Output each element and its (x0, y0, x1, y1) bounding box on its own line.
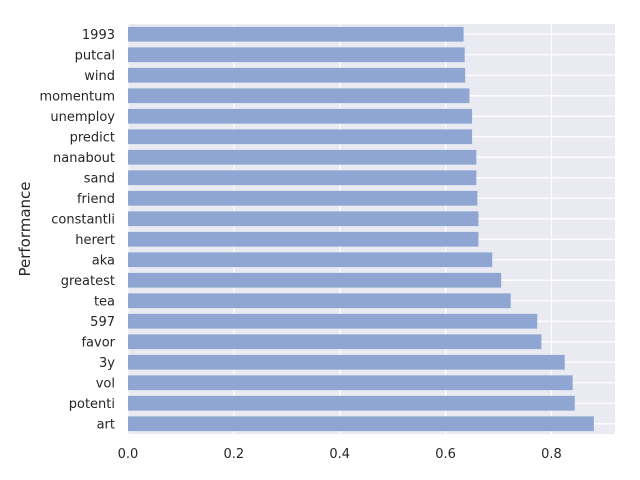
bar-potenti (128, 395, 575, 411)
y-axis-label: Performance (16, 181, 34, 276)
y-tick-label: tea (94, 294, 115, 309)
bars (128, 26, 594, 432)
y-tick-label: art (97, 417, 115, 432)
bar-momentum (128, 88, 470, 104)
y-tick-label: herert (75, 233, 115, 248)
y-tick-labels: art potenti vol 3y favor 597 tea greatest aka her… (39, 28, 115, 433)
y-tick-label: greatest (61, 274, 115, 289)
x-tick-label: 0.8 (541, 447, 562, 462)
x-tick-labels: 0.0 0.2 0.4 0.6 0.8 (118, 447, 562, 462)
y-tick-label: 3y (99, 356, 115, 371)
bar-3y (128, 354, 565, 370)
bar-tea (128, 293, 511, 309)
y-tick-label: nanabout (53, 151, 115, 166)
y-tick-label: favor (81, 335, 115, 350)
x-tick-label: 0.4 (329, 447, 350, 462)
x-tick-label: 0.0 (118, 447, 139, 462)
y-tick-label: 1993 (82, 28, 115, 43)
bar-wind (128, 67, 466, 83)
bar-constantli (128, 211, 479, 227)
y-tick-label: potenti (69, 397, 115, 412)
x-tick-label: 0.2 (224, 447, 245, 462)
y-tick-label: unemploy (50, 110, 115, 125)
bar-sand (128, 170, 477, 186)
bar-unemploy (128, 108, 473, 124)
y-tick-label: wind (84, 69, 115, 84)
y-tick-label: friend (77, 192, 115, 207)
plot-background (128, 24, 615, 434)
y-tick-label: putcal (75, 48, 115, 63)
bar-friend (128, 190, 478, 206)
bar-putcal (128, 47, 465, 63)
bar-aka (128, 252, 493, 268)
y-tick-label: sand (84, 171, 115, 186)
y-tick-label: 597 (90, 315, 115, 330)
y-tick-label: momentum (39, 89, 115, 104)
bar-1993 (128, 26, 464, 42)
bar-vol (128, 375, 573, 391)
y-tick-label: predict (70, 130, 115, 145)
x-tick-label: 0.6 (435, 447, 456, 462)
bar-favor (128, 334, 542, 350)
bar-art (128, 416, 594, 432)
bar-nanabout (128, 149, 477, 165)
bar-herert (128, 231, 479, 247)
bar-predict (128, 129, 473, 145)
y-tick-label: constantli (51, 212, 115, 227)
y-tick-label: vol (96, 376, 115, 391)
bar-greatest (128, 272, 502, 288)
bar-597 (128, 313, 538, 329)
y-tick-label: aka (92, 253, 115, 268)
